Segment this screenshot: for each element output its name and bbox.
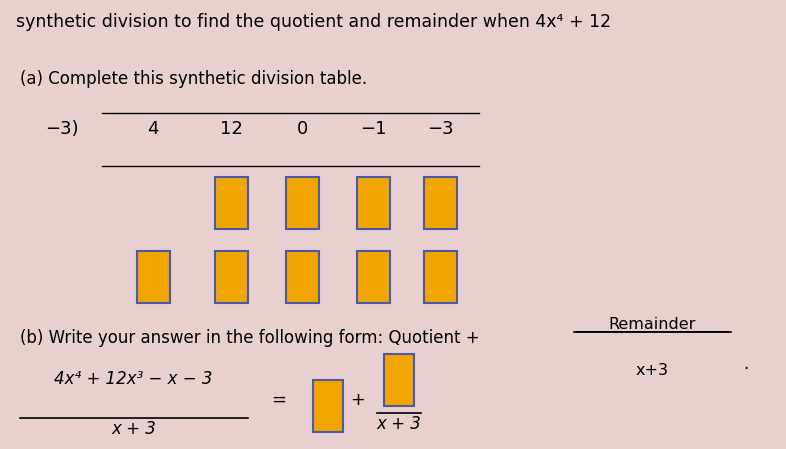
Text: x + 3: x + 3 xyxy=(376,415,421,433)
Text: +: + xyxy=(350,391,365,409)
Text: synthetic division to find the quotient and remainder when 4x⁴ + 12: synthetic division to find the quotient … xyxy=(16,13,611,31)
Text: −3): −3) xyxy=(45,120,79,138)
FancyBboxPatch shape xyxy=(313,380,343,432)
Text: −3: −3 xyxy=(427,120,454,138)
Text: (b) Write your answer in the following form: Quotient +: (b) Write your answer in the following f… xyxy=(20,329,479,347)
FancyBboxPatch shape xyxy=(424,251,457,303)
Text: 4x⁴ + 12x³ − x − 3: 4x⁴ + 12x³ − x − 3 xyxy=(54,370,213,388)
FancyBboxPatch shape xyxy=(286,177,319,229)
FancyBboxPatch shape xyxy=(357,177,390,229)
FancyBboxPatch shape xyxy=(215,251,248,303)
FancyBboxPatch shape xyxy=(215,177,248,229)
Text: x+3: x+3 xyxy=(636,363,669,378)
Text: 12: 12 xyxy=(220,120,244,138)
FancyBboxPatch shape xyxy=(286,251,319,303)
FancyBboxPatch shape xyxy=(424,177,457,229)
Text: 4: 4 xyxy=(148,120,159,138)
FancyBboxPatch shape xyxy=(137,251,170,303)
Text: (a) Complete this synthetic division table.: (a) Complete this synthetic division tab… xyxy=(20,70,367,88)
Text: x + 3: x + 3 xyxy=(111,420,156,438)
Text: .: . xyxy=(743,355,748,373)
Text: −1: −1 xyxy=(360,120,387,138)
Text: 0: 0 xyxy=(297,120,308,138)
FancyBboxPatch shape xyxy=(357,251,390,303)
FancyBboxPatch shape xyxy=(384,354,414,406)
Text: Remainder: Remainder xyxy=(608,317,696,332)
Text: =: = xyxy=(271,391,287,409)
